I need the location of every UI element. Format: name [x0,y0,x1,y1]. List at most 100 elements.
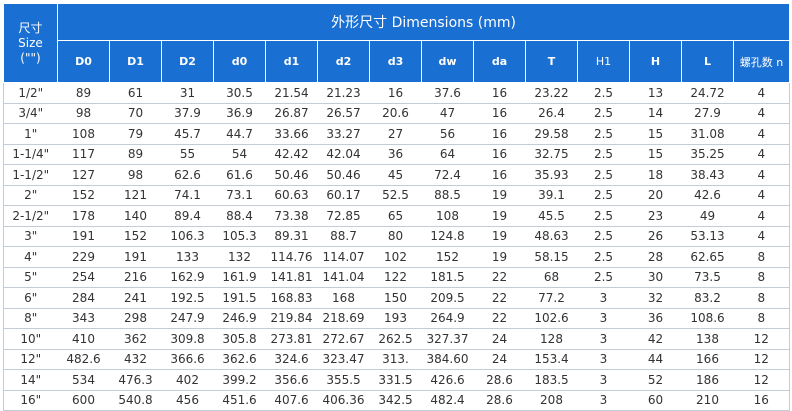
table-cell: 8 [733,246,791,268]
table-cell: 16 [733,389,791,411]
column-header: D0 [57,40,110,83]
table-body: 1/2" 89 61 31 30.5 21.54 21.23 16 37.6 16 23.22 2.5… [3,82,791,411]
table-cell: 70 [109,102,162,124]
table-cell: 128 [525,328,578,350]
table-cell: 102.6 [525,307,578,329]
table-cell: 183.5 [525,369,578,391]
table-cell: 3 [577,307,630,329]
table-cell: 88.5 [421,184,474,206]
table-cell: 168 [317,287,370,309]
table-cell: 12 [733,348,791,370]
size-cell: 2-1/2" [3,205,58,227]
table-cell: 32 [629,287,682,309]
table-cell: 132 [213,246,266,268]
table-cell: 127 [57,164,110,186]
table-cell: 44 [629,348,682,370]
table-row: 2-1/2" 178 140 89.4 88.4 73.38 72.85 65 108 19 45.… [3,205,791,227]
table-cell: 36 [369,143,422,165]
table-cell: 54 [213,143,266,165]
column-header: T [525,40,578,83]
table-cell: 181.5 [421,266,474,288]
table-cell: 26.57 [317,102,370,124]
table-cell: 61 [109,82,162,104]
table-cell: 12 [733,328,791,350]
table-cell: 114.76 [265,246,318,268]
table-cell: 108 [421,205,474,227]
table-cell: 4 [733,143,791,165]
table-cell: 37.9 [161,102,214,124]
table-cell: 366.6 [161,348,214,370]
table-cell: 98 [57,102,110,124]
table-cell: 45 [369,164,422,186]
table-cell: 2.5 [577,143,630,165]
table-cell: 4 [733,123,791,145]
size-cell: 2" [3,184,58,206]
table-cell: 323.47 [317,348,370,370]
table-cell: 3 [577,328,630,350]
table-cell: 52.5 [369,184,422,206]
table-cell: 55 [161,143,214,165]
table-cell: 2.5 [577,205,630,227]
column-header: H1 [577,40,630,83]
table-cell: 62.6 [161,164,214,186]
size-cell: 3/4" [3,102,58,124]
table-row: 1-1/2" 127 98 62.6 61.6 50.46 50.46 45 72.4 16 35.… [3,164,791,186]
table-cell: 324.6 [265,348,318,370]
table-cell: 114.07 [317,246,370,268]
table-title: 外形尺寸 Dimensions (mm) [56,3,791,41]
table-cell: 19 [473,246,526,268]
table-cell: 305.8 [213,328,266,350]
table-cell: 62.65 [681,246,734,268]
table-cell: 18 [629,164,682,186]
table-cell: 192.5 [161,287,214,309]
table-cell: 402 [161,369,214,391]
table-cell: 150 [369,287,422,309]
table-cell: 24.72 [681,82,734,104]
table-cell: 209.5 [421,287,474,309]
size-cell: 1-1/4" [3,143,58,165]
table-cell: 98 [109,164,162,186]
table-cell: 72.85 [317,205,370,227]
table-cell: 33.27 [317,123,370,145]
table-cell: 2.5 [577,102,630,124]
table-cell: 161.9 [213,266,266,288]
table-cell: 451.6 [213,389,266,411]
table-cell: 298 [109,307,162,329]
table-cell: 26.87 [265,102,318,124]
column-header: d0 [213,40,266,83]
column-header: d2 [317,40,370,83]
size-header-cell: 尺寸 Size ("") [3,3,58,83]
table-cell: 73.38 [265,205,318,227]
table-cell: 141.04 [317,266,370,288]
table-row: 14" 534 476.3 402 399.2 356.6 355.5 331.5 426.6 2… [3,369,791,391]
table-cell: 28 [629,246,682,268]
table-row: 6" 284 241 192.5 191.5 168.83 168 150 209.5 22 77.… [3,287,791,309]
table-cell: 28.6 [473,389,526,411]
table-cell: 138 [681,328,734,350]
column-header: L [681,40,734,83]
table-cell: 108 [57,123,110,145]
table-cell: 36.9 [213,102,266,124]
table-cell: 65 [369,205,422,227]
table-cell: 23 [629,205,682,227]
table-cell: 77.2 [525,287,578,309]
table-cell: 56 [421,123,474,145]
table-cell: 31 [161,82,214,104]
table-cell: 4 [733,225,791,247]
table-cell: 19 [473,225,526,247]
table-cell: 384.60 [421,348,474,370]
table-cell: 15 [629,143,682,165]
column-header: dw [421,40,474,83]
table-cell: 117 [57,143,110,165]
column-header: D1 [109,40,162,83]
table-cell: 83.2 [681,287,734,309]
table-row: 1/2" 89 61 31 30.5 21.54 21.23 16 37.6 16 23.22 2.5… [3,82,791,104]
table-cell: 27 [369,123,422,145]
table-cell: 60 [629,389,682,411]
table-cell: 343 [57,307,110,329]
table-cell: 124.8 [421,225,474,247]
table-cell: 2.5 [577,164,630,186]
table-cell: 331.5 [369,369,422,391]
table-cell: 45.5 [525,205,578,227]
table-cell: 29.58 [525,123,578,145]
